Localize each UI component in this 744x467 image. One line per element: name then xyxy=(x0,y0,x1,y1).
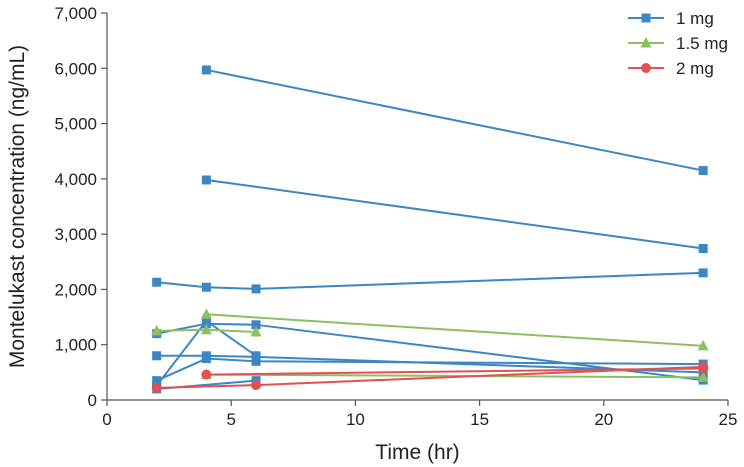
x-tick-label: 10 xyxy=(346,410,365,429)
series-layer xyxy=(151,65,709,394)
series-triangle xyxy=(200,308,709,351)
legend-item: 1 mg xyxy=(628,9,714,28)
data-point-square xyxy=(251,284,261,294)
data-point-square xyxy=(201,282,211,292)
data-point-triangle xyxy=(151,324,163,336)
data-point-square xyxy=(201,175,211,185)
y-tick-label: 7,000 xyxy=(54,4,97,23)
series-line xyxy=(206,313,704,347)
y-tick-label: 4,000 xyxy=(54,170,97,189)
series-line xyxy=(206,178,704,250)
series-line xyxy=(206,373,704,379)
series-line xyxy=(156,357,704,382)
data-point-square xyxy=(251,320,261,330)
data-point-circle xyxy=(698,363,709,374)
data-point-triangle xyxy=(250,325,262,337)
legend: 1 mg 1.5 mg 2 mg xyxy=(628,9,728,78)
x-tick-label: 20 xyxy=(594,410,613,429)
data-point-circle xyxy=(251,380,262,391)
series-line xyxy=(156,322,704,382)
legend-item: 2 mg xyxy=(628,59,714,78)
data-point-circle xyxy=(641,63,651,73)
legend-label: 1.5 mg xyxy=(676,34,728,53)
legend-label: 1 mg xyxy=(676,9,714,28)
y-tick-label: 0 xyxy=(88,391,97,410)
x-tick-label: 5 xyxy=(226,410,235,429)
data-point-square xyxy=(152,277,162,287)
y-tick-label: 5,000 xyxy=(54,115,97,134)
data-point-triangle xyxy=(640,37,652,48)
y-tick-label: 2,000 xyxy=(54,280,97,299)
data-point-triangle xyxy=(200,323,212,335)
series-triangle xyxy=(151,323,262,337)
data-point-square xyxy=(251,356,261,366)
data-point-square xyxy=(641,13,651,23)
series-line xyxy=(156,271,704,290)
data-point-square xyxy=(698,244,708,254)
data-point-circle xyxy=(151,382,162,393)
data-point-circle xyxy=(201,369,212,380)
data-point-square xyxy=(152,351,162,361)
y-tick-label: 3,000 xyxy=(54,225,97,244)
legend-label: 2 mg xyxy=(676,59,714,78)
data-point-square xyxy=(152,376,162,386)
y-tick-label: 6,000 xyxy=(54,59,97,78)
data-point-square xyxy=(698,268,708,278)
data-point-triangle xyxy=(697,339,709,351)
series-circle xyxy=(201,363,709,380)
series-line xyxy=(206,367,704,376)
series-square xyxy=(201,65,708,176)
series-square xyxy=(152,268,708,294)
axes: 0 1,000 2,000 3,000 4,000 5,000 6,000 7,000 0 5 10… xyxy=(54,4,737,429)
x-tick-label: 15 xyxy=(470,410,489,429)
series-line xyxy=(156,354,704,374)
data-point-triangle xyxy=(200,308,212,319)
y-tick-label: 1,000 xyxy=(54,336,97,355)
data-point-triangle xyxy=(697,371,709,382)
series-line xyxy=(206,68,704,172)
data-point-square xyxy=(251,351,261,361)
y-axis-title: Montelukast concentration (ng/mL) xyxy=(6,45,29,368)
data-point-square xyxy=(201,354,211,364)
x-tick-label: 0 xyxy=(102,410,111,429)
data-point-square xyxy=(201,316,211,326)
data-point-square xyxy=(698,166,708,176)
x-tick-label: 25 xyxy=(719,410,738,429)
data-point-square xyxy=(201,65,211,75)
x-axis-title: Time (hr) xyxy=(375,441,459,464)
series-square xyxy=(201,175,708,254)
legend-item: 1.5 mg xyxy=(628,34,728,53)
